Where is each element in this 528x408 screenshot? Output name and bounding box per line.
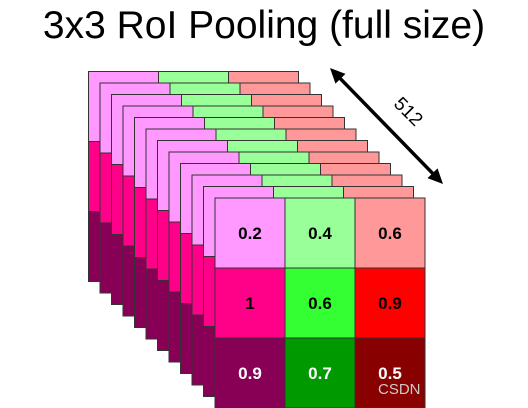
grid-cell-value: 0.6 bbox=[378, 224, 402, 243]
grid-cell bbox=[284, 337, 356, 408]
depth-arrow-head-bottom bbox=[427, 168, 443, 184]
grid-cell bbox=[214, 197, 286, 269]
grid-cell bbox=[354, 337, 426, 408]
grid-cell-value: 0.4 bbox=[308, 224, 332, 243]
front-pooling-grid: 0.2 0.4 0.6 1 0.6 0.9 0.9 0.7 0.5 bbox=[214, 197, 426, 408]
depth-arrow-line bbox=[337, 76, 436, 176]
depth-arrow-head-top bbox=[330, 68, 346, 84]
grid-cell-value: 1 bbox=[245, 294, 254, 313]
grid-cell-value: 0.9 bbox=[378, 294, 402, 313]
csdn-watermark: CSDN bbox=[378, 381, 421, 398]
grid-cell-value: 0.5 bbox=[378, 364, 402, 383]
grid-cell-value: 0.7 bbox=[308, 364, 332, 383]
grid-cell bbox=[354, 197, 426, 269]
depth-label: 512 bbox=[389, 93, 426, 130]
grid-cell bbox=[214, 337, 286, 408]
figure-title: 3x3 RoI Pooling (full size) bbox=[42, 4, 486, 47]
grid-cell-value: 0.6 bbox=[308, 294, 332, 313]
grid-cell bbox=[214, 267, 286, 339]
grid-cell bbox=[284, 267, 356, 339]
grid-cell-value: 0.2 bbox=[238, 224, 262, 243]
depth-arrow bbox=[330, 68, 443, 184]
grid-cell-value: 0.9 bbox=[238, 364, 262, 383]
